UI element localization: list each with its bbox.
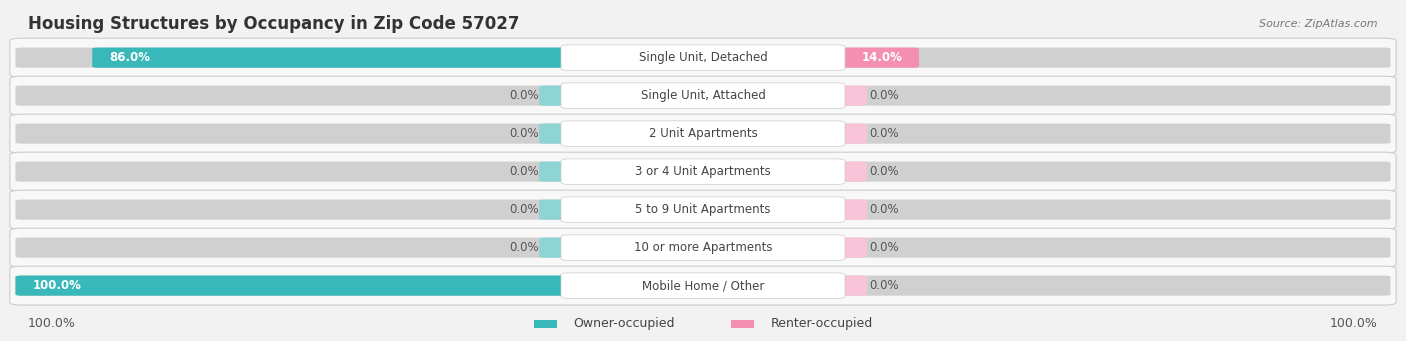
FancyBboxPatch shape <box>561 45 845 71</box>
FancyBboxPatch shape <box>10 152 1396 191</box>
Text: 0.0%: 0.0% <box>870 241 900 254</box>
Text: 10 or more Apartments: 10 or more Apartments <box>634 241 772 254</box>
FancyBboxPatch shape <box>831 123 1391 144</box>
FancyBboxPatch shape <box>10 38 1396 77</box>
Text: 2 Unit Apartments: 2 Unit Apartments <box>648 127 758 140</box>
FancyBboxPatch shape <box>15 123 575 144</box>
FancyBboxPatch shape <box>10 228 1396 267</box>
FancyBboxPatch shape <box>15 86 575 106</box>
Text: 0.0%: 0.0% <box>870 165 900 178</box>
FancyBboxPatch shape <box>538 162 575 182</box>
FancyBboxPatch shape <box>534 320 557 328</box>
Text: Housing Structures by Occupancy in Zip Code 57027: Housing Structures by Occupancy in Zip C… <box>28 15 520 33</box>
FancyBboxPatch shape <box>561 83 845 108</box>
FancyBboxPatch shape <box>538 199 575 220</box>
FancyBboxPatch shape <box>831 238 868 258</box>
Text: Mobile Home / Other: Mobile Home / Other <box>641 279 765 292</box>
FancyBboxPatch shape <box>561 159 845 184</box>
FancyBboxPatch shape <box>831 48 920 68</box>
Text: 100.0%: 100.0% <box>28 317 76 330</box>
Text: 0.0%: 0.0% <box>509 89 538 102</box>
FancyBboxPatch shape <box>538 86 575 106</box>
FancyBboxPatch shape <box>831 162 868 182</box>
FancyBboxPatch shape <box>831 199 1391 220</box>
Text: 3 or 4 Unit Apartments: 3 or 4 Unit Apartments <box>636 165 770 178</box>
Text: 100.0%: 100.0% <box>32 279 82 292</box>
Text: 0.0%: 0.0% <box>870 203 900 216</box>
Text: 0.0%: 0.0% <box>509 203 538 216</box>
FancyBboxPatch shape <box>561 197 845 222</box>
Text: 0.0%: 0.0% <box>509 241 538 254</box>
FancyBboxPatch shape <box>538 123 575 144</box>
FancyBboxPatch shape <box>538 238 575 258</box>
FancyBboxPatch shape <box>15 276 575 296</box>
FancyBboxPatch shape <box>15 199 575 220</box>
Text: 100.0%: 100.0% <box>1330 317 1378 330</box>
FancyBboxPatch shape <box>831 86 868 106</box>
Text: 0.0%: 0.0% <box>870 127 900 140</box>
FancyBboxPatch shape <box>831 276 868 296</box>
FancyBboxPatch shape <box>93 48 575 68</box>
FancyBboxPatch shape <box>831 48 1391 68</box>
FancyBboxPatch shape <box>831 123 868 144</box>
FancyBboxPatch shape <box>15 276 575 296</box>
Text: 0.0%: 0.0% <box>509 127 538 140</box>
FancyBboxPatch shape <box>10 76 1396 115</box>
FancyBboxPatch shape <box>831 162 1391 182</box>
FancyBboxPatch shape <box>10 266 1396 305</box>
FancyBboxPatch shape <box>831 238 1391 258</box>
FancyBboxPatch shape <box>831 199 868 220</box>
FancyBboxPatch shape <box>561 235 845 261</box>
FancyBboxPatch shape <box>10 114 1396 153</box>
Text: 5 to 9 Unit Apartments: 5 to 9 Unit Apartments <box>636 203 770 216</box>
Text: 0.0%: 0.0% <box>509 165 538 178</box>
Text: Owner-occupied: Owner-occupied <box>574 317 675 330</box>
FancyBboxPatch shape <box>561 273 845 298</box>
Text: 0.0%: 0.0% <box>870 279 900 292</box>
FancyBboxPatch shape <box>15 48 575 68</box>
Text: 14.0%: 14.0% <box>862 51 903 64</box>
FancyBboxPatch shape <box>10 190 1396 229</box>
FancyBboxPatch shape <box>561 121 845 146</box>
FancyBboxPatch shape <box>15 238 575 258</box>
Text: Source: ZipAtlas.com: Source: ZipAtlas.com <box>1260 19 1378 29</box>
Text: Renter-occupied: Renter-occupied <box>770 317 873 330</box>
FancyBboxPatch shape <box>731 320 754 328</box>
Text: Single Unit, Detached: Single Unit, Detached <box>638 51 768 64</box>
FancyBboxPatch shape <box>831 276 1391 296</box>
Text: Single Unit, Attached: Single Unit, Attached <box>641 89 765 102</box>
Text: 86.0%: 86.0% <box>110 51 150 64</box>
Text: 0.0%: 0.0% <box>870 89 900 102</box>
FancyBboxPatch shape <box>831 86 1391 106</box>
FancyBboxPatch shape <box>15 162 575 182</box>
